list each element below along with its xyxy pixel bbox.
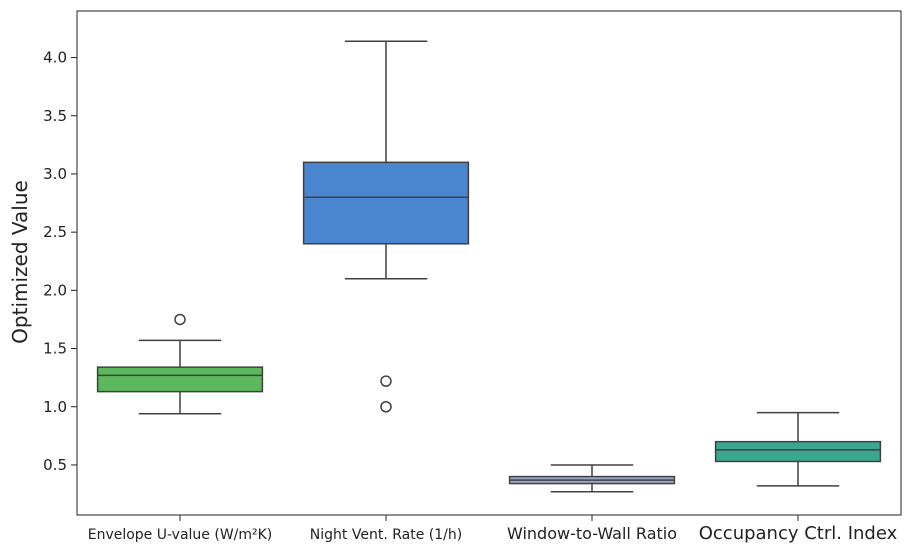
x-axis: Envelope U-value (W/m²K) Night Vent. Rate… — [88, 515, 898, 544]
y-tick-label: 1.5 — [43, 340, 67, 358]
box-group — [302, 40, 470, 413]
y-tick-label: 2.0 — [43, 281, 67, 299]
box-group — [714, 411, 882, 487]
box-group — [96, 313, 264, 415]
y-tick-label: 0.5 — [43, 456, 67, 474]
y-tick-label: 2.5 — [43, 223, 67, 241]
y-tick-label: 4.0 — [43, 49, 67, 67]
outlier-point — [380, 401, 392, 413]
outlier-point — [380, 375, 392, 387]
plot-area — [76, 10, 902, 516]
iqr-box — [714, 440, 882, 463]
x-tick-label: Occupancy Ctrl. Index — [699, 523, 898, 544]
x-tick-label: Night Vent. Rate (1/h) — [310, 527, 462, 543]
y-axis: 0.5 1.0 1.5 2.0 2.5 3.0 3.5 4.0 — [43, 49, 77, 474]
x-tick-label: Envelope U-value (W/m²K) — [88, 527, 273, 543]
iqr-box — [302, 161, 470, 245]
outlier-point — [174, 313, 186, 326]
y-tick-label: 3.5 — [43, 107, 67, 125]
x-tick-label: Window-to-Wall Ratio — [507, 524, 677, 543]
iqr-box — [96, 366, 264, 393]
y-axis-title: Optimized Value — [8, 180, 32, 344]
y-tick-label: 1.0 — [43, 398, 67, 416]
boxes-layer — [96, 40, 882, 493]
plot-frame — [76, 10, 902, 516]
y-tick-label: 3.0 — [43, 165, 67, 183]
box-group — [508, 464, 676, 493]
